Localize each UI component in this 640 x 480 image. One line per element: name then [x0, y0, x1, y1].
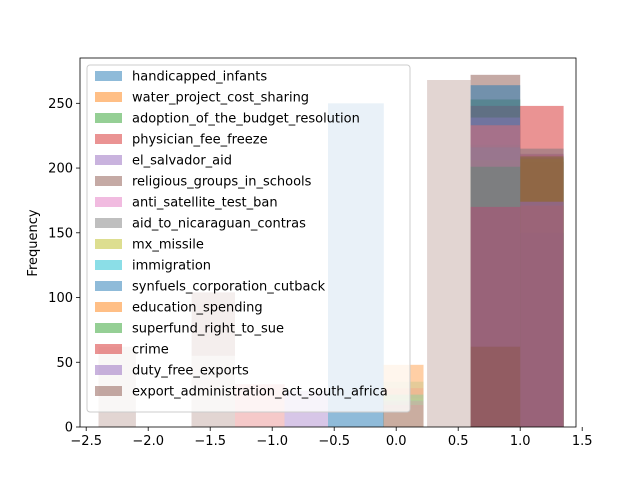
legend: handicapped_infants water_project_cost_sh…: [86, 64, 411, 413]
legend-label-superfund_right_to_sue: superfund_right_to_sue: [132, 322, 284, 337]
x-tick-label: −0.5: [318, 434, 350, 449]
legend-label-immigration: immigration: [132, 259, 211, 274]
legend-label-religious_groups_in_schools: religious_groups_in_schools: [132, 175, 312, 190]
legend-box: [86, 64, 411, 413]
x-tick-label: 1.5: [572, 434, 593, 449]
legend-swatch-el_salvador_aid: [95, 155, 122, 165]
x-tick-label: 0.0: [386, 434, 407, 449]
legend-swatch-export_administration_act_south_africa: [95, 386, 122, 396]
bar-overlay-5: [427, 77, 471, 427]
legend-swatch-synfuels_corporation_cutback: [95, 281, 122, 291]
legend-swatch-aid_to_nicaraguan_contras: [95, 218, 122, 228]
legend-label-water_project_cost_sharing: water_project_cost_sharing: [132, 91, 309, 106]
y-tick-label: 0: [65, 421, 73, 436]
legend-swatch-superfund_right_to_sue: [95, 323, 122, 333]
series-duty_free_exports: [284, 125, 564, 427]
legend-label-crime: crime: [132, 343, 169, 358]
legend-label-synfuels_corporation_cutback: synfuels_corporation_cutback: [132, 280, 326, 295]
y-tick-label: 250: [48, 97, 73, 112]
legend-label-el_salvador_aid: el_salvador_aid: [132, 154, 232, 169]
legend-label-duty_free_exports: duty_free_exports: [132, 364, 249, 379]
y-tick-label: 200: [48, 162, 73, 177]
legend-swatch-adoption_of_the_budget_resolution: [95, 113, 122, 123]
bar-duty_free_exports-2: [520, 201, 564, 427]
x-tick-label: −2.0: [132, 434, 164, 449]
legend-swatch-anti_satellite_test_ban: [95, 197, 122, 207]
legend-swatch-duty_free_exports: [95, 365, 122, 375]
legend-label-aid_to_nicaraguan_contras: aid_to_nicaraguan_contras: [132, 217, 306, 232]
axes-layer: −2.5 −2.0 −1.5 −1.0 −0.5 0.0 0.5 1.0 1.5 0 50 100 15…: [48, 57, 593, 449]
legend-swatch-water_project_cost_sharing: [95, 92, 122, 102]
legend-swatch-physician_fee_freeze: [95, 134, 122, 144]
y-tick-label: 50: [56, 356, 73, 371]
legend-label-handicapped_infants: handicapped_infants: [132, 70, 267, 85]
plot-frame: [79, 57, 577, 428]
bar-export_administration_act_south_africa-2: [470, 346, 521, 427]
x-tick-label: −2.5: [70, 434, 102, 449]
legend-label-export_administration_act_south_africa: export_administration_act_south_africa: [132, 385, 388, 400]
y-tick-label: 150: [48, 226, 73, 241]
x-tick-label: −1.5: [194, 434, 226, 449]
legend-swatch-education_spending: [95, 302, 122, 312]
x-tick-label: −1.0: [256, 434, 288, 449]
y-tick-label: 100: [48, 291, 73, 306]
legend-swatch-religious_groups_in_schools: [95, 176, 122, 186]
legend-label-adoption_of_the_budget_resolution: adoption_of_the_budget_resolution: [132, 112, 360, 127]
x-tick-label: 1.0: [510, 434, 531, 449]
legend-label-education_spending: education_spending: [132, 301, 263, 316]
legend-swatch-handicapped_infants: [95, 71, 122, 81]
legend-label-physician_fee_freeze: physician_fee_freeze: [132, 133, 268, 148]
x-tick-label: 0.5: [448, 434, 469, 449]
legend-label-anti_satellite_test_ban: anti_satellite_test_ban: [132, 196, 278, 211]
y-axis-label: Frequency: [26, 209, 41, 276]
legend-swatch-immigration: [95, 260, 122, 270]
legend-swatch-crime: [95, 344, 122, 354]
legend-swatch-mx_missile: [95, 239, 122, 249]
legend-label-mx_missile: mx_missile: [132, 238, 204, 253]
